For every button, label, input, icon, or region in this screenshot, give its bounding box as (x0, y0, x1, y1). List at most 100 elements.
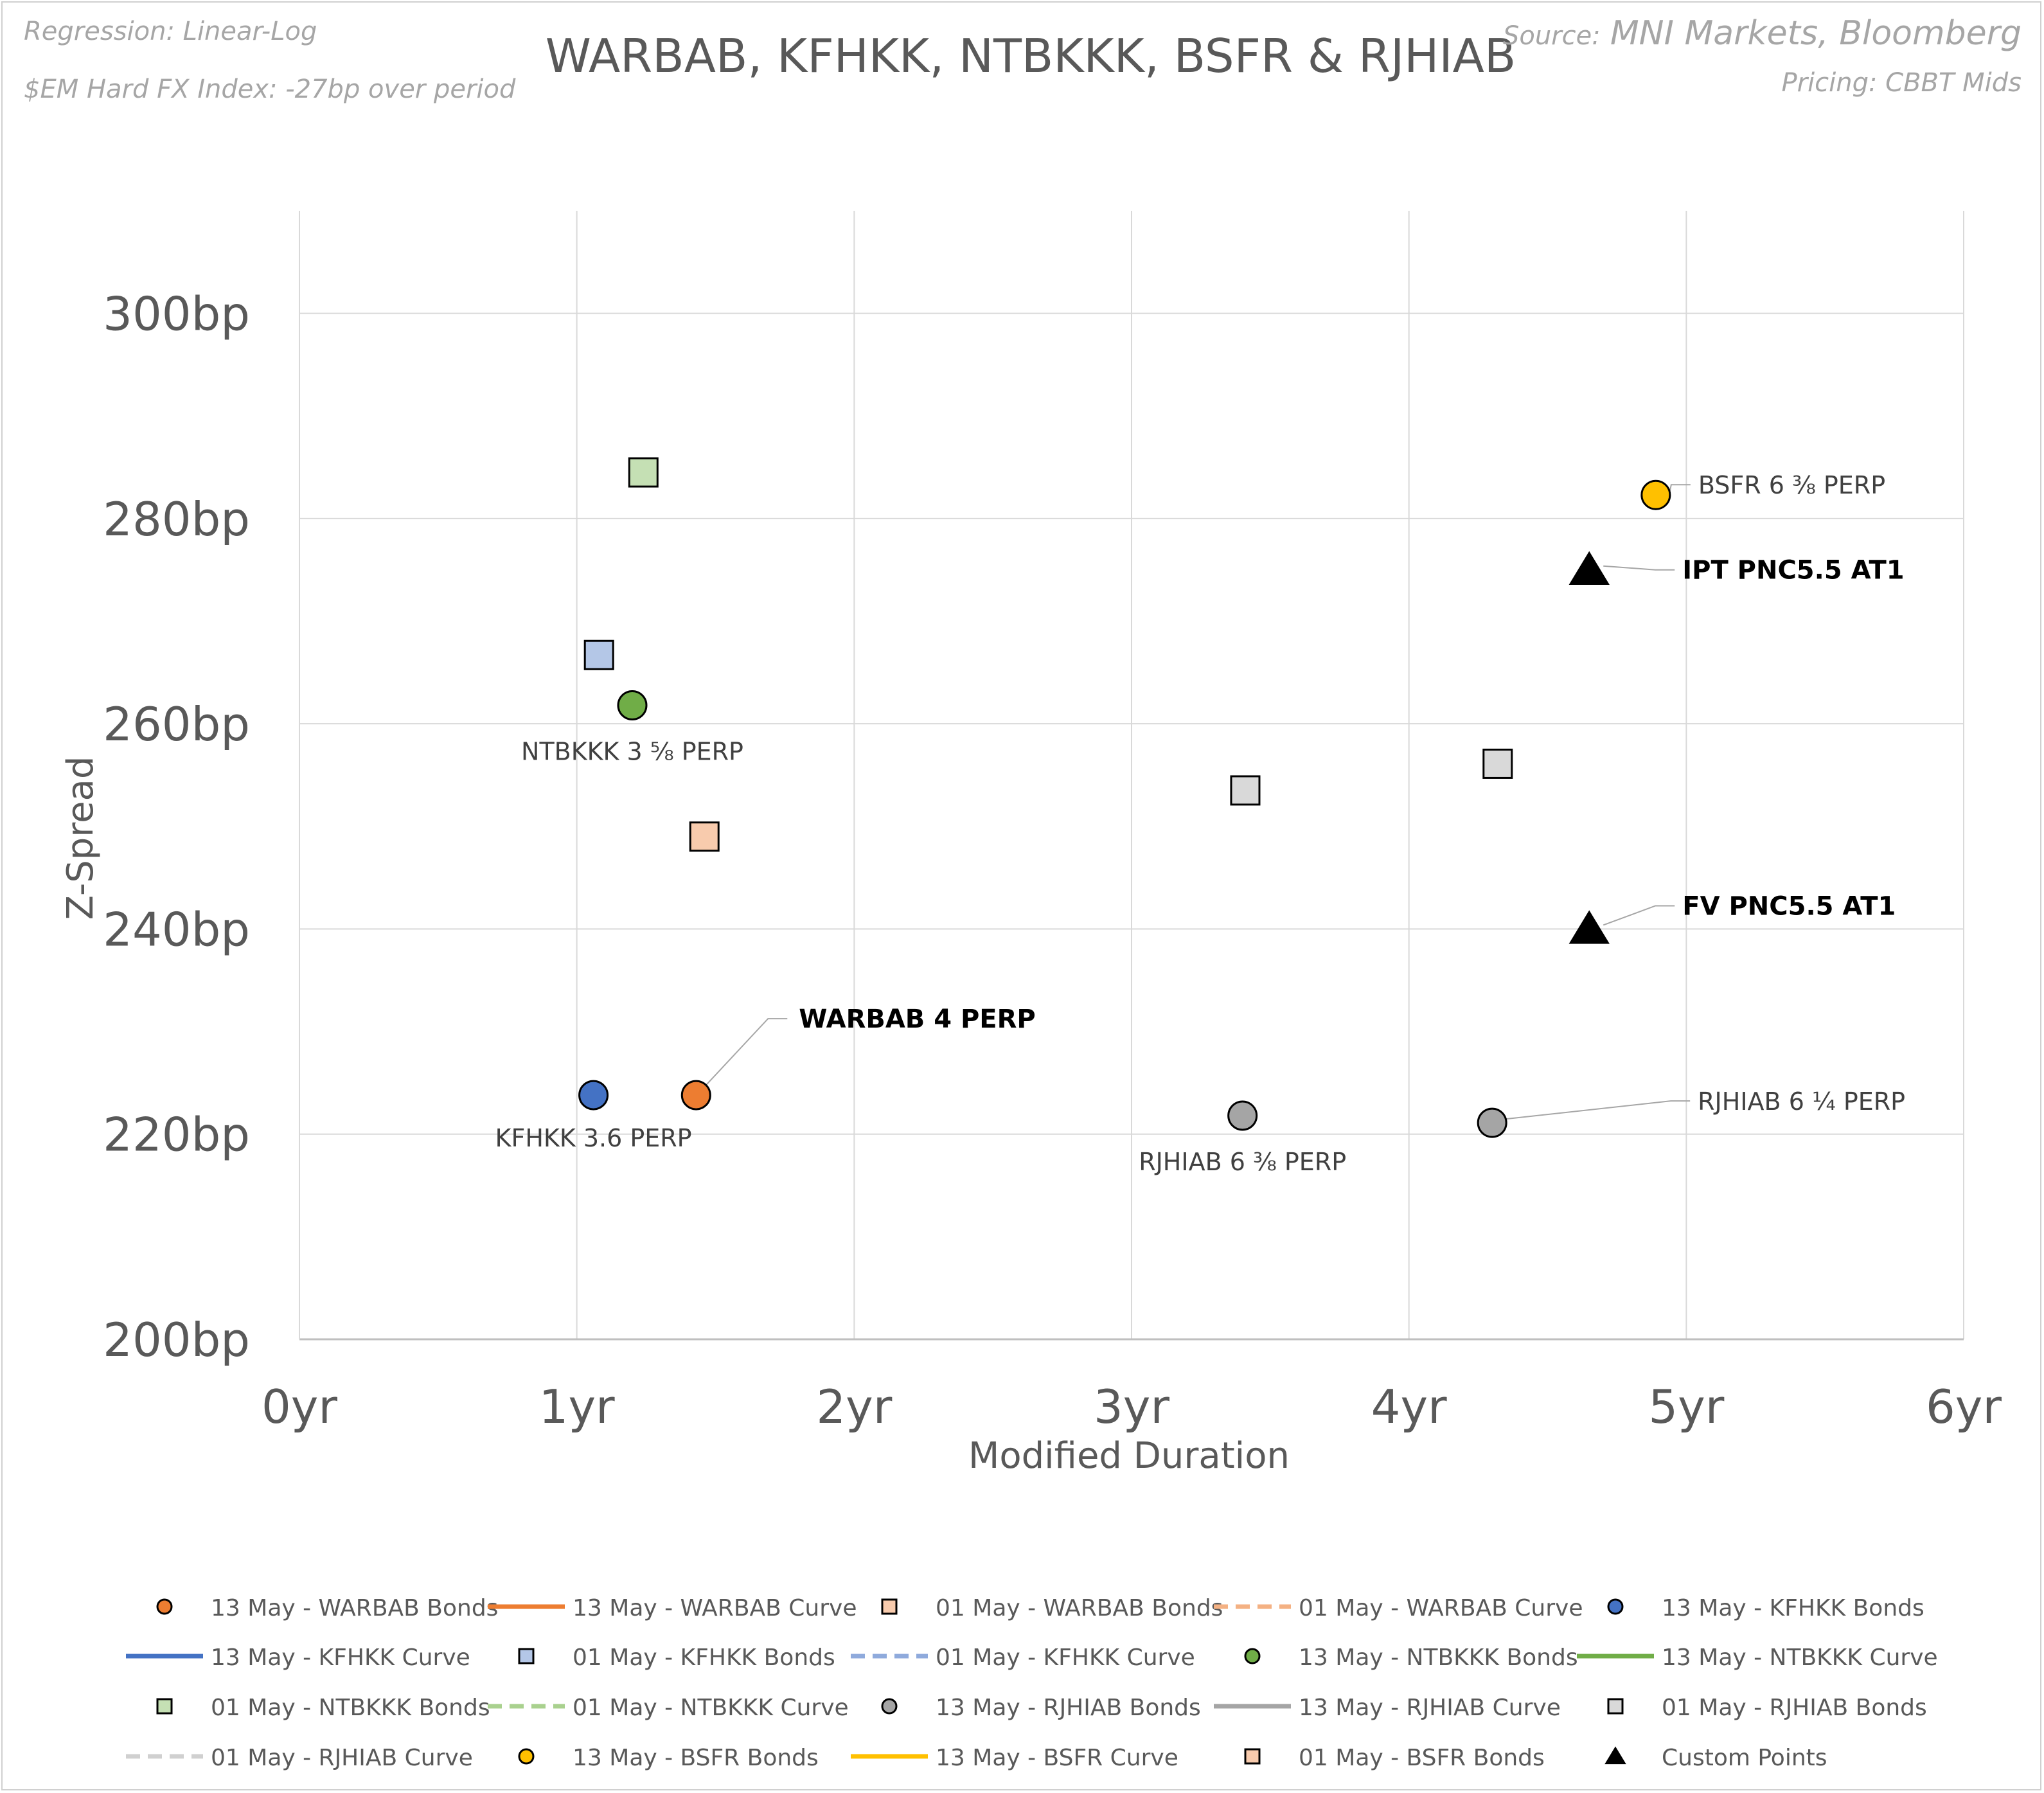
leader-line (1603, 905, 1675, 926)
legend-item-01-may-warbab-curve[interactable]: 01 May - WARBAB Curve (1214, 1595, 1583, 1621)
legend-item-01-may-rjhiab-bonds[interactable]: 01 May - RJHIAB Bonds (1607, 1695, 1927, 1721)
legend-label: 01 May - RJHIAB Curve (211, 1745, 473, 1771)
legend-swatch (881, 1698, 898, 1715)
x-tick-label: 1yr (539, 1380, 615, 1434)
legend-label: 13 May - BSFR Bonds (573, 1745, 819, 1771)
legend-item-01-may-kfhkk-bonds[interactable]: 01 May - KFHKK Bonds (518, 1645, 835, 1671)
axes: 200bp 220bp 240bp 260bp 280bp 300bp 0yr 1yr 2yr 3… (103, 211, 2002, 1434)
x-tick-label: 0yr (262, 1380, 337, 1434)
data-label-ntbkkk-3-perp: NTBKKK 3 ⅝ PERP (521, 737, 743, 765)
legend-label: 13 May - WARBAB Bonds (211, 1595, 498, 1621)
source-note: Source: MNI Markets, Bloomberg (1503, 14, 2022, 53)
custom-points-marker (1569, 551, 1610, 585)
gridlines (299, 211, 1964, 1339)
legend-item-custom-points[interactable]: Custom Points (1604, 1745, 1827, 1771)
legend-label: 01 May - NTBKKK Bonds (211, 1695, 490, 1721)
index-note: $EM Hard FX Index: -27bp over period (24, 75, 516, 104)
legend-label: 13 May - BSFR Curve (936, 1745, 1178, 1771)
01-may-warbab-bonds-marker (689, 821, 720, 852)
legend: 13 May - WARBAB Bonds 13 May - WARBAB Cur… (126, 1595, 1938, 1771)
x-tick-label: 5yr (1648, 1380, 1724, 1434)
01-may-ntbkkk-bonds-marker (628, 457, 659, 488)
leader-line (1603, 565, 1675, 571)
legend-swatch (518, 1648, 535, 1664)
legend-label: 01 May - WARBAB Curve (1299, 1595, 1583, 1621)
legend-item-01-may-bsfr-bonds[interactable]: 01 May - BSFR Bonds (1244, 1745, 1545, 1771)
x-tick-label: 4yr (1371, 1380, 1447, 1434)
y-tick-label: 280bp (103, 492, 250, 546)
data-label-bsfr-6-perp: BSFR 6 ⅜ PERP (1698, 471, 1885, 499)
legend-label: 13 May - WARBAB Curve (573, 1595, 857, 1621)
legend-item-13-may-rjhiab-curve[interactable]: 13 May - RJHIAB Curve (1214, 1695, 1561, 1721)
legend-label: 13 May - RJHIAB Curve (1299, 1695, 1561, 1721)
legend-label: 13 May - KFHKK Curve (211, 1645, 470, 1671)
legend-swatch (156, 1598, 173, 1615)
x-tick-label: 3yr (1094, 1380, 1169, 1434)
legend-label: 01 May - RJHIAB Bonds (1662, 1695, 1927, 1721)
x-axis-title: Modified Duration (968, 1435, 1290, 1477)
13-may-rjhiab-bonds-marker (1477, 1107, 1507, 1138)
legend-label: 13 May - KFHKK Bonds (1662, 1595, 1924, 1621)
legend-label: 01 May - KFHKK Bonds (573, 1645, 835, 1671)
legend-item-13-may-kfhkk-curve[interactable]: 13 May - KFHKK Curve (126, 1645, 470, 1671)
data-label-kfhkk-3-6-perp: KFHKK 3.6 PERP (495, 1124, 692, 1152)
01-may-rjhiab-bonds-marker (1230, 775, 1261, 806)
y-tick-label: 260bp (103, 697, 250, 751)
legend-label: Custom Points (1662, 1745, 1827, 1771)
data-label-ipt-pnc5-5-at1: IPT PNC5.5 AT1 (1682, 556, 1904, 585)
legend-swatch (1604, 1746, 1626, 1765)
01-may-rjhiab-bonds-marker (1482, 748, 1513, 779)
leader-line (704, 1018, 788, 1087)
legend-label: 13 May - NTBKKK Curve (1662, 1645, 1938, 1671)
13-may-bsfr-bonds-marker (1640, 479, 1671, 510)
legend-label: 01 May - BSFR Bonds (1299, 1745, 1545, 1771)
data-labels: WARBAB 4 PERP KFHKK 3.6 PERP NTBKKK 3 ⅝ PE… (495, 471, 1906, 1176)
leader-lines (704, 484, 1691, 1120)
data-label-warbab-4-perp: WARBAB 4 PERP (799, 1004, 1035, 1034)
13-may-kfhkk-bonds-marker (578, 1080, 609, 1111)
source-prefix: Source: (1503, 21, 1601, 51)
source-name: MNI Markets, Bloomberg (1610, 14, 2022, 53)
x-tick-label: 6yr (1926, 1380, 2002, 1434)
data-label-rjhiab-6-perp: RJHIAB 6 ⅜ PERP (1139, 1148, 1346, 1176)
leader-line (1669, 484, 1691, 492)
legend-swatch (881, 1598, 898, 1615)
legend-swatch (1244, 1648, 1261, 1664)
13-may-ntbkkk-bonds-marker (617, 690, 648, 720)
legend-label: 13 May - NTBKKK Bonds (1299, 1645, 1578, 1671)
custom-points-marker (1569, 910, 1610, 944)
y-tick-label: 200bp (103, 1313, 250, 1367)
legend-item-01-may-kfhkk-curve[interactable]: 01 May - KFHKK Curve (851, 1645, 1195, 1671)
legend-item-13-may-kfhkk-bonds[interactable]: 13 May - KFHKK Bonds (1607, 1595, 1924, 1621)
pricing-note: Pricing: CBBT Mids (1781, 68, 2022, 98)
legend-item-01-may-ntbkkk-bonds[interactable]: 01 May - NTBKKK Bonds (156, 1695, 490, 1721)
legend-item-13-may-rjhiab-bonds[interactable]: 13 May - RJHIAB Bonds (881, 1695, 1201, 1721)
legend-item-13-may-warbab-curve[interactable]: 13 May - WARBAB Curve (488, 1595, 857, 1621)
legend-item-13-may-bsfr-curve[interactable]: 13 May - BSFR Curve (851, 1745, 1178, 1771)
legend-item-13-may-ntbkkk-curve[interactable]: 13 May - NTBKKK Curve (1577, 1645, 1938, 1671)
data-markers (578, 457, 1671, 1138)
chart-title: WARBAB, KFHKK, NTBKKK, BSFR & RJHIAB (546, 29, 1516, 83)
13-may-rjhiab-bonds-marker (1227, 1100, 1258, 1131)
01-may-kfhkk-bonds-marker (583, 639, 614, 670)
y-axis-title: Z-Spread (60, 756, 102, 920)
legend-swatch (1607, 1698, 1624, 1715)
data-label-fv-pnc5-5-at1: FV PNC5.5 AT1 (1682, 891, 1896, 921)
legend-item-01-may-rjhiab-curve[interactable]: 01 May - RJHIAB Curve (126, 1745, 473, 1771)
legend-swatch (1244, 1748, 1261, 1765)
y-tick-label: 220bp (103, 1108, 250, 1162)
legend-item-01-may-ntbkkk-curve[interactable]: 01 May - NTBKKK Curve (488, 1695, 849, 1721)
data-label-rjhiab-6-perp: RJHIAB 6 ¼ PERP (1698, 1087, 1905, 1116)
scatter-chart: Regression: Linear-Log $EM Hard FX Index… (24, 14, 2022, 1771)
leader-line (1506, 1100, 1691, 1120)
legend-label: 01 May - KFHKK Curve (936, 1645, 1195, 1671)
legend-label: 01 May - WARBAB Bonds (936, 1595, 1223, 1621)
legend-item-01-may-warbab-bonds[interactable]: 01 May - WARBAB Bonds (881, 1595, 1223, 1621)
legend-item-13-may-warbab-bonds[interactable]: 13 May - WARBAB Bonds (156, 1595, 498, 1621)
legend-item-13-may-ntbkkk-bonds[interactable]: 13 May - NTBKKK Bonds (1244, 1645, 1578, 1671)
legend-item-13-may-bsfr-bonds[interactable]: 13 May - BSFR Bonds (518, 1745, 819, 1771)
legend-swatch (518, 1748, 535, 1765)
legend-label: 13 May - RJHIAB Bonds (936, 1695, 1201, 1721)
x-tick-label: 2yr (816, 1380, 892, 1434)
